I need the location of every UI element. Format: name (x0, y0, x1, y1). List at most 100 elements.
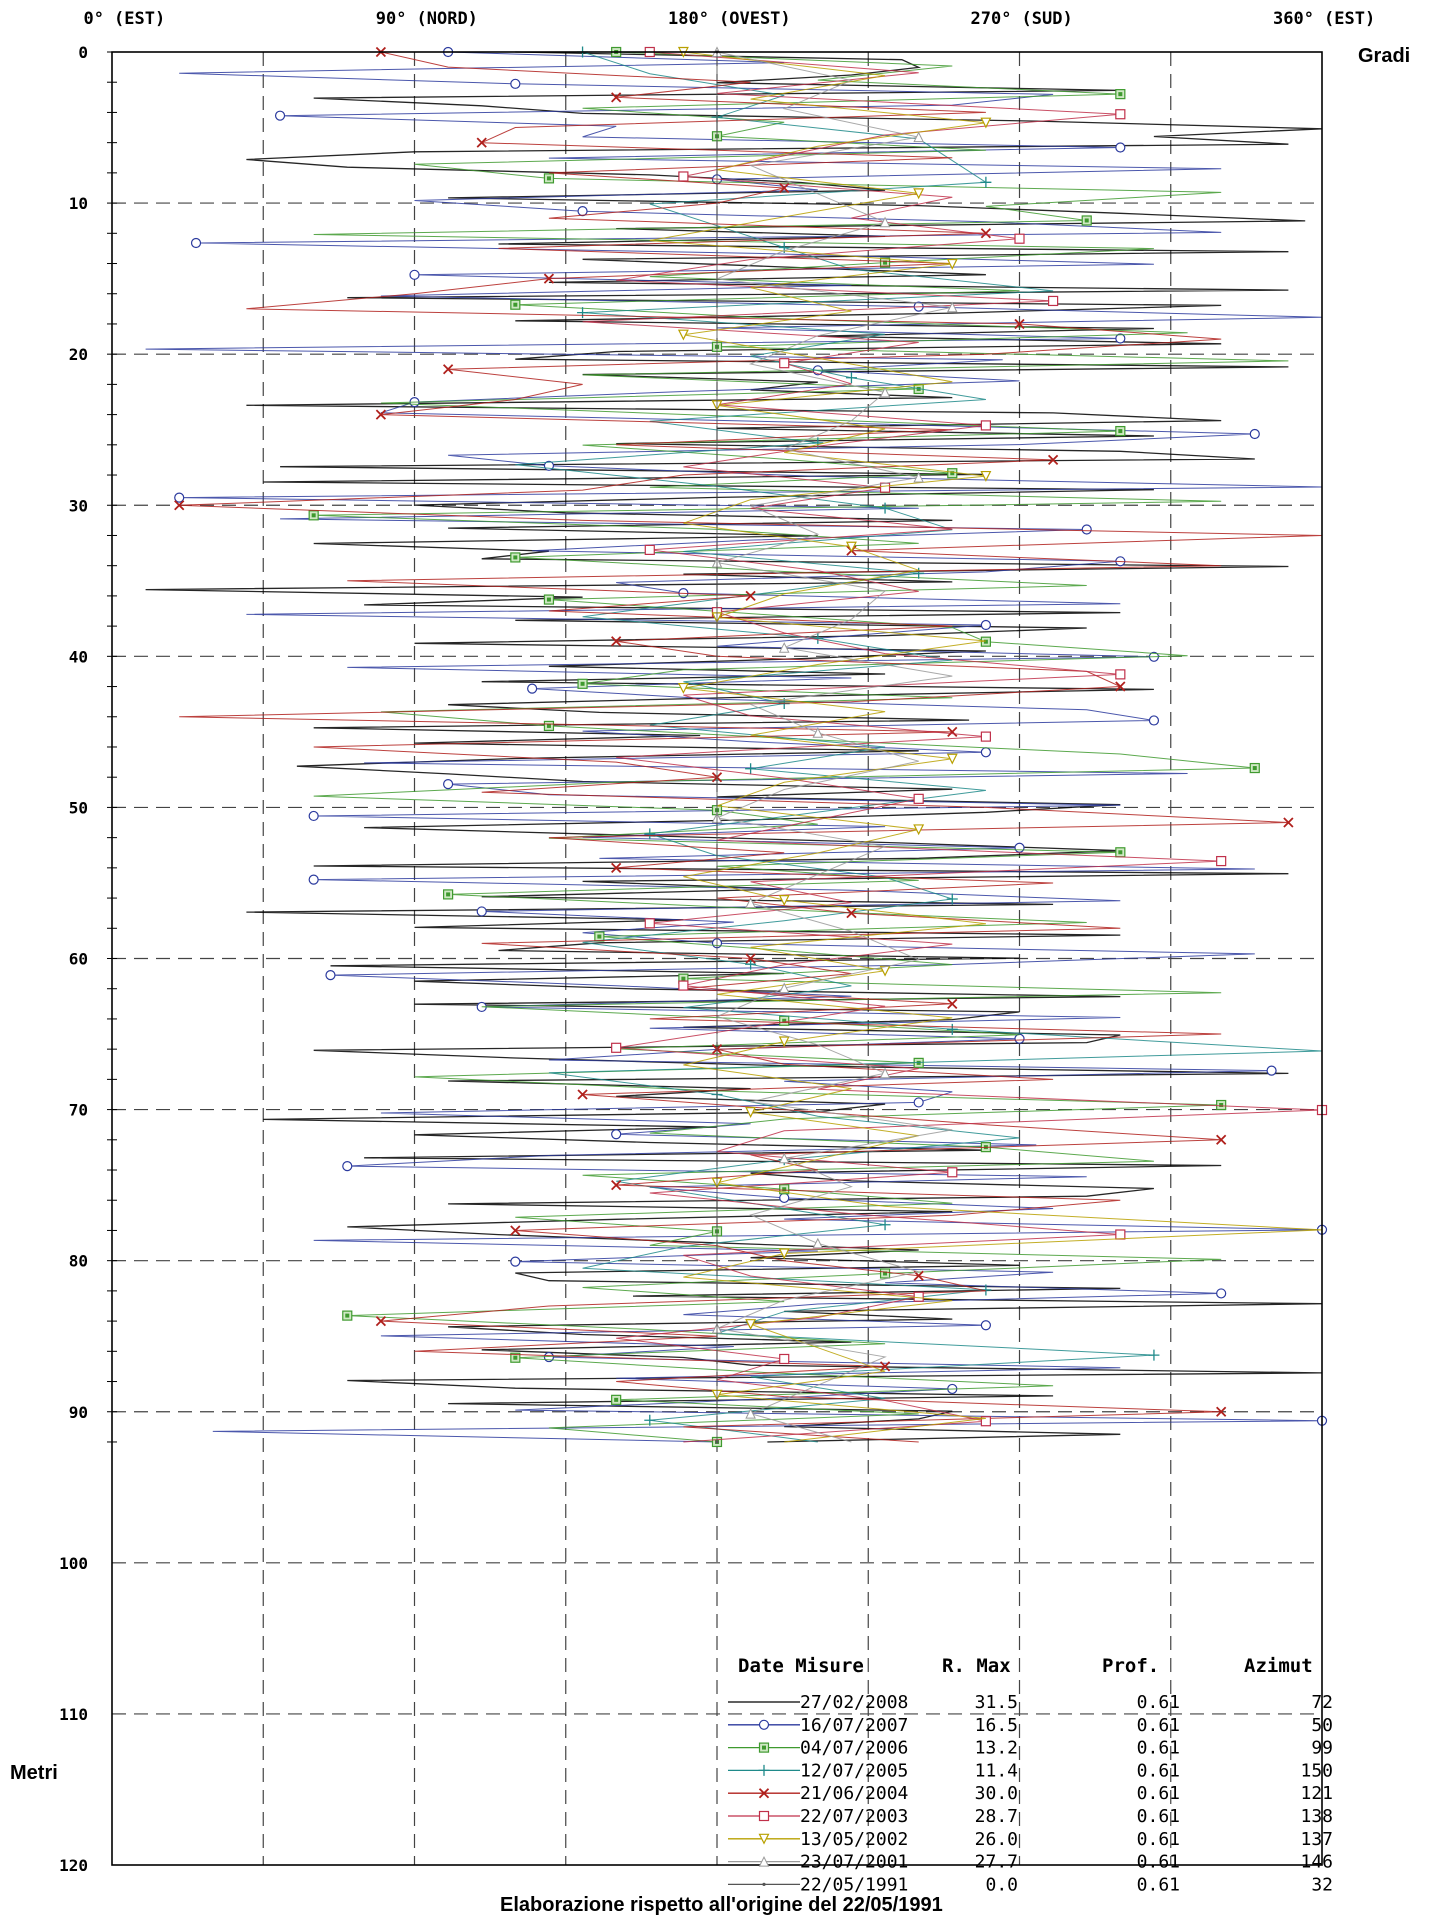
legend-rmax: 31.5 (975, 1692, 1018, 1713)
data-marker-filled-square (510, 1352, 521, 1363)
data-marker-circle (779, 1192, 790, 1204)
axes (107, 51, 1323, 1866)
legend-row: 27/02/2008 31.5 0.61 72 (728, 1692, 1333, 1713)
data-marker-circle (577, 206, 588, 217)
marker-square-fill (614, 1397, 619, 1402)
y-tick-label: 70 (69, 1101, 88, 1120)
data-marker-filled-square (1249, 762, 1260, 774)
legend: Date Misure R. Max Prof. Azimut 27/02/20… (728, 1655, 1333, 1895)
data-marker-filled-square (1115, 89, 1126, 100)
data-marker-square (758, 1810, 770, 1822)
data-marker-square (947, 1167, 958, 1178)
legend-rmax: 0.0 (985, 1874, 1018, 1895)
series-line (515, 51, 1323, 1443)
data-marker-square (1014, 233, 1025, 244)
series-group (145, 46, 1328, 1448)
legend-row: 22/05/1991 0.0 0.61 32 (728, 1874, 1333, 1895)
x-tick-label: 180° (668, 9, 709, 29)
data-marker-triangle-down (913, 188, 925, 200)
data-marker-triangle-down (778, 895, 790, 906)
x-tick-direction: (EST) (1324, 9, 1375, 29)
legend-row: 04/07/2006 13.2 0.61 99 (728, 1738, 1333, 1759)
data-marker-circle (308, 874, 319, 885)
marker-square-fill (546, 723, 551, 728)
data-marker-square (913, 793, 924, 804)
data-marker-filled-square (543, 720, 555, 732)
data-marker-triangle-up (913, 131, 924, 143)
marker-square-fill (1219, 1103, 1224, 1108)
y-tick-label: 80 (69, 1252, 88, 1271)
marker-square-fill (345, 1313, 350, 1318)
series-line (179, 51, 1323, 1443)
data-marker-triangle-up (745, 897, 756, 908)
legend-rmax: 30.0 (975, 1783, 1018, 1804)
data-marker-triangle-down (677, 682, 689, 694)
data-marker-square (1115, 669, 1126, 680)
marker-square-fill (950, 471, 955, 476)
data-marker-circle (1216, 1288, 1227, 1299)
data-marker-square (913, 1291, 924, 1302)
y-tick-label: 60 (69, 950, 88, 969)
x-tick-direction: (EST) (114, 9, 165, 29)
data-marker-square (1048, 295, 1059, 307)
legend-header-date: Date Misure (738, 1655, 864, 1677)
x-axis-title: Gradi (1358, 45, 1410, 67)
legend-header-rmax: R. Max (942, 1655, 1011, 1677)
data-marker-filled-square (1216, 1099, 1227, 1111)
data-marker-square (1115, 109, 1126, 120)
data-marker-triangle-down (758, 1833, 770, 1845)
data-marker-filled-square (758, 1742, 770, 1753)
data-marker-circle (1014, 1033, 1025, 1044)
legend-rmax: 26.0 (975, 1829, 1018, 1850)
legend-azimut: 99 (1311, 1738, 1333, 1759)
data-marker-circle (510, 78, 521, 89)
x-tick-label: 270° (971, 9, 1012, 29)
data-marker-circle (1115, 142, 1126, 153)
data-marker-square (879, 482, 891, 493)
data-marker-filled-square (947, 468, 958, 479)
marker-square-fill (580, 681, 585, 686)
legend-row: 21/06/2004 30.0 0.61 121 (728, 1783, 1333, 1804)
x-tick-label: 360° (1273, 9, 1314, 29)
y-tick-label: 110 (59, 1705, 88, 1724)
data-marker-triangle-down (980, 117, 992, 129)
marker-square-fill (681, 976, 686, 981)
data-marker-circle (409, 269, 420, 280)
data-marker-filled-square (510, 552, 521, 563)
y-tick-label: 100 (59, 1554, 88, 1573)
data-marker-circle (190, 237, 202, 249)
data-marker-square (611, 1042, 622, 1053)
data-marker-plus (879, 1219, 891, 1231)
y-tick-label: 0 (78, 43, 88, 62)
legend-prof: 0.61 (1137, 1829, 1180, 1850)
data-marker-x (476, 137, 487, 148)
x-tick-direction: (OVEST) (719, 9, 791, 29)
data-marker-triangle-up (778, 642, 790, 653)
legend-date: 22/05/1991 (800, 1874, 908, 1895)
data-marker-triangle-down (879, 965, 891, 977)
data-marker-x (1047, 454, 1059, 466)
x-tick-direction: (SUD) (1022, 9, 1073, 29)
data-marker-plus (1148, 1349, 1160, 1361)
legend-date: 13/05/2002 (800, 1829, 908, 1850)
data-marker-triangle-up (758, 1855, 770, 1867)
data-marker-filled-square (308, 510, 319, 521)
data-marker-circle (1148, 715, 1160, 726)
data-marker-x (1216, 1406, 1227, 1417)
data-marker-plus (946, 893, 958, 905)
data-marker-filled-square (342, 1310, 353, 1321)
data-marker-triangle-up (812, 1237, 824, 1249)
data-marker-x (543, 273, 555, 284)
data-marker-circle (913, 1097, 924, 1108)
data-marker-plus (946, 1023, 958, 1035)
data-marker-circle (758, 1719, 770, 1730)
data-marker-triangle-up (778, 982, 790, 994)
y-tick-label: 90 (69, 1403, 88, 1422)
series-line (313, 51, 1289, 1443)
legend-date: 23/07/2001 (800, 1852, 908, 1873)
data-marker-x (980, 228, 992, 239)
marker-square-fill (983, 639, 988, 644)
series-line (649, 51, 1323, 1443)
tick-labels: 0° (EST) 90° (NORD) 180° (OVEST) 270° (SUD) 360°… (59, 9, 1375, 1875)
